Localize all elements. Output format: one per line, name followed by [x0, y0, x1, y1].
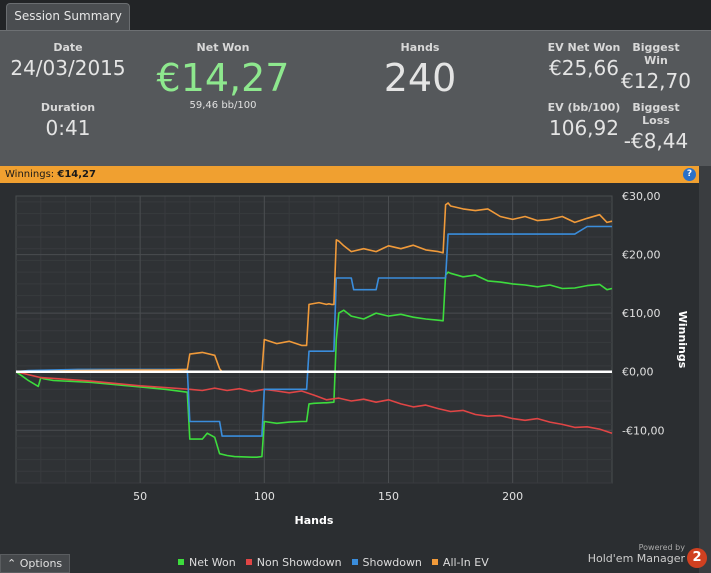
net-won-value: €14,27 [156, 56, 290, 100]
legend-swatch [351, 559, 358, 565]
duration-label: Duration [40, 101, 96, 114]
hands-stat: Hands 240 [360, 41, 480, 100]
help-icon[interactable]: ? [683, 168, 696, 181]
net-won-stat: Net Won €14,27 59,46 bb/100 [148, 41, 298, 111]
series-line-showdown [15, 225, 612, 437]
y-tick-label: -€10,00 [622, 424, 664, 437]
legend-label: Showdown [362, 556, 422, 569]
ev-bb100-value: 106,92 [549, 116, 619, 140]
winnings-label: Winnings: [5, 169, 55, 180]
y-axis-label: Winnings [676, 311, 689, 369]
scrollbar[interactable] [699, 166, 711, 573]
brand: Powered by Hold'em Manager [588, 543, 685, 565]
biggest-win-value: €12,70 [621, 69, 691, 93]
biggest-loss-value: -€8,44 [623, 129, 689, 153]
date-stat: Date 24/03/2015 [8, 41, 128, 80]
legend-item: Net Won [178, 556, 236, 569]
net-won-label: Net Won [196, 41, 250, 54]
legend-swatch [245, 559, 252, 565]
biggest-loss-stat: Biggest Loss -€8,44 [620, 101, 692, 153]
winnings-bar: Winnings: €14,27 ? [0, 166, 699, 183]
ev-bb100-label: EV (bb/100) [547, 101, 621, 114]
x-axis-label: Hands [295, 514, 334, 527]
y-tick-label: €0,00 [622, 366, 654, 379]
duration-value: 0:41 [45, 116, 91, 140]
legend-item: Non Showdown [245, 556, 342, 569]
legend-label: All-In EV [442, 556, 489, 569]
ev-net-won-label: EV Net Won [547, 41, 621, 54]
ev-net-won-value: €25,66 [549, 56, 619, 80]
options-button[interactable]: ⌃ Options [0, 554, 70, 573]
x-tick-label: 200 [502, 490, 523, 503]
biggest-win-label: Biggest Win [632, 41, 680, 67]
duration-stat: Duration 0:41 [8, 101, 128, 140]
legend-item: Showdown [351, 556, 422, 569]
chevron-up-icon: ⌃ [7, 557, 17, 570]
summary-panel: Date 24/03/2015 Duration 0:41 Net Won €1… [0, 30, 711, 167]
hands-value: 240 [383, 56, 457, 100]
legend-label: Net Won [189, 556, 236, 569]
winnings-chart: €30,00 €20,00 €10,00 €0,00 -€10,00 50 100 150 20… [0, 183, 699, 543]
series-line-net-won [15, 271, 613, 459]
ev-net-won-stat: EV Net Won €25,66 [545, 41, 623, 80]
biggest-loss-label: Biggest Loss [632, 101, 680, 127]
tab-bar: Session Summary [0, 0, 711, 30]
options-label: Options [19, 557, 63, 570]
hm2-logo-icon: 2 [687, 548, 707, 568]
x-tick-label: 150 [378, 490, 399, 503]
y-tick-label: €10,00 [622, 307, 661, 320]
hands-label: Hands [400, 41, 440, 54]
tab-session-summary[interactable]: Session Summary [6, 3, 130, 30]
chart-svg: €30,00 €20,00 €10,00 €0,00 -€10,00 50 100 150 20… [15, 190, 689, 527]
date-label: Date [53, 41, 83, 54]
ev-bb100-stat: EV (bb/100) 106,92 [545, 101, 623, 140]
series-line-non-showdown [15, 370, 613, 434]
date-value: 24/03/2015 [10, 56, 126, 80]
powered-by-text: Powered by [638, 543, 685, 552]
chart-legend: Net Won Non Showdown Showdown All-In EV [178, 556, 499, 569]
brand-name: Hold'em Manager [587, 552, 685, 565]
y-tick-label: €30,00 [622, 190, 661, 203]
y-tick-label: €20,00 [622, 249, 661, 262]
legend-swatch [431, 559, 438, 565]
x-tick-label: 100 [254, 490, 275, 503]
bb100-value: 59,46 bb/100 [189, 100, 257, 111]
x-tick-label: 50 [133, 490, 147, 503]
legend-label: Non Showdown [256, 556, 342, 569]
series-line-all-in-ev [16, 202, 613, 373]
legend-swatch [178, 559, 184, 565]
winnings-value: €14,27 [57, 169, 96, 180]
legend-item: All-In EV [431, 556, 489, 569]
biggest-win-stat: Biggest Win €12,70 [620, 41, 692, 93]
